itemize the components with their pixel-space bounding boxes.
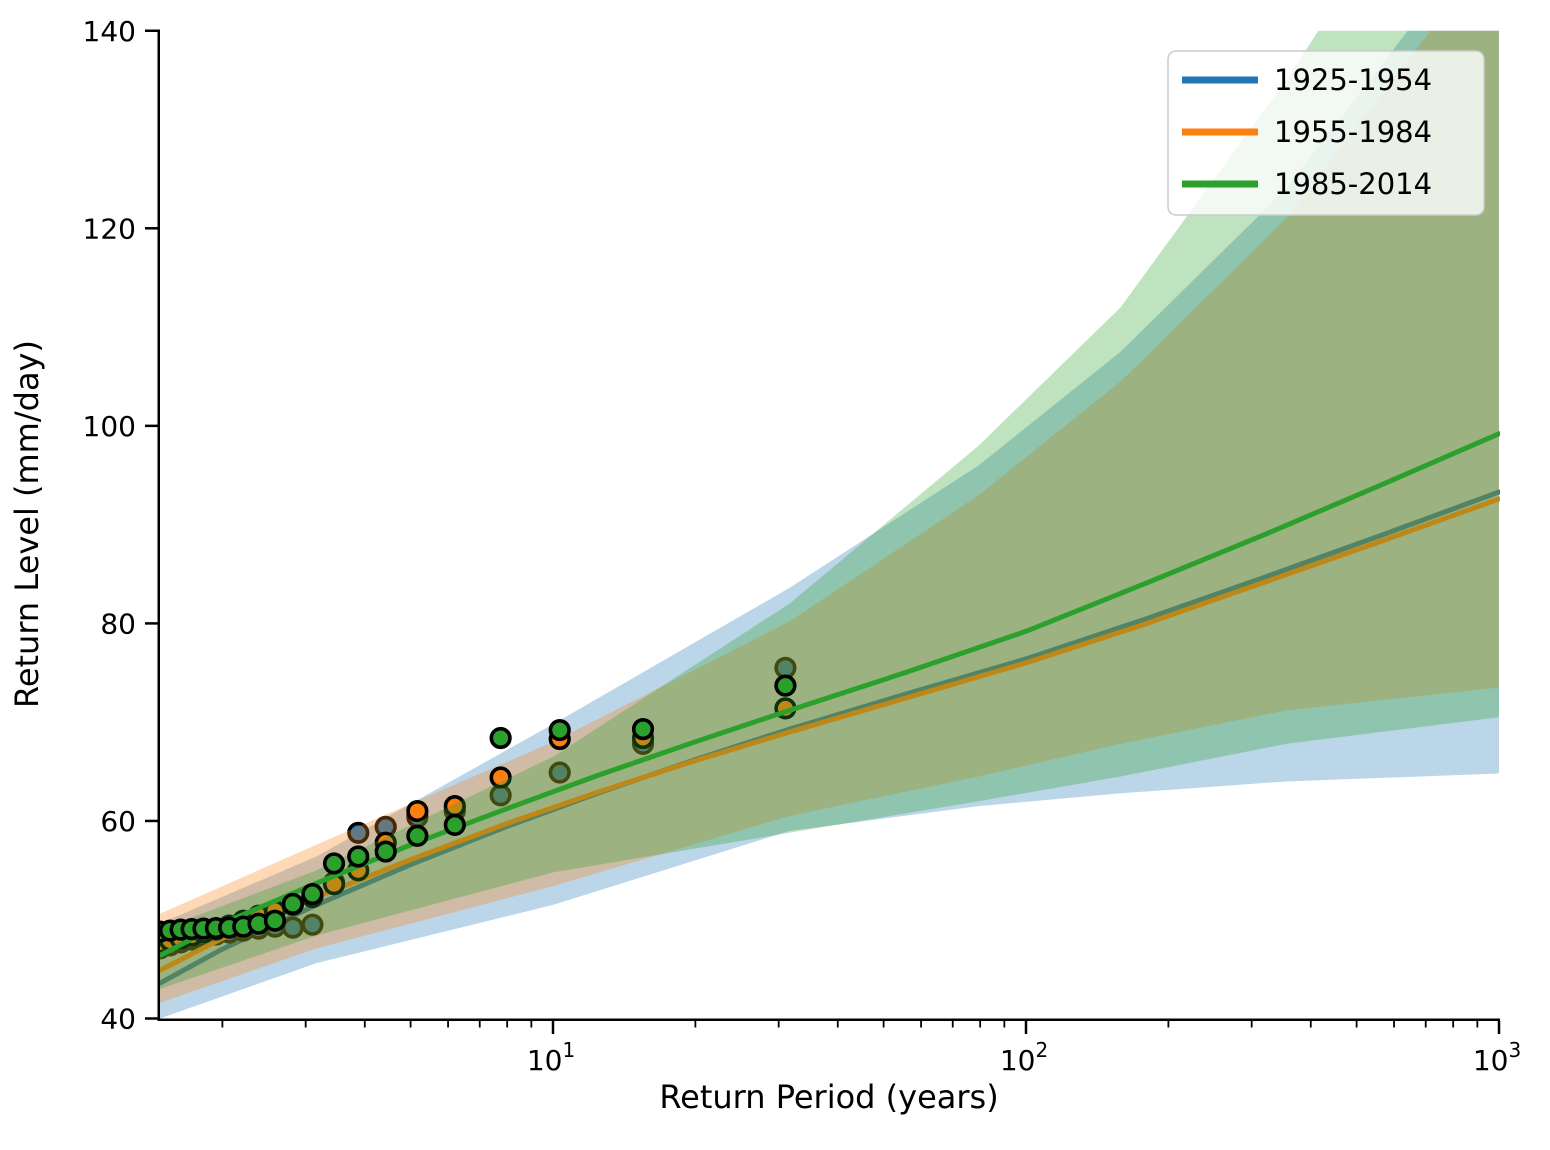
data-point-1925-1954: [132, 945, 151, 964]
data-point-1925-1954: [301, 913, 324, 936]
data-point-1925-1954: [77, 1005, 96, 1024]
data-point-1985-2014: [115, 927, 134, 946]
data-point-1985-2014: [406, 824, 429, 847]
data-point-1985-2014: [263, 909, 287, 932]
data-point-1985-2014: [77, 946, 96, 965]
fit-line-1985-2014: [159, 431, 1500, 958]
data-point-1955-1984: [115, 944, 134, 963]
y-tick-label: 80: [100, 607, 136, 640]
data-point-1985-2014: [159, 925, 162, 940]
data-point-1955-1984: [123, 941, 142, 960]
data-point-1925-1954: [347, 821, 370, 844]
legend-item-1955-1984: 1955-1984: [1182, 115, 1432, 149]
data-point-1925-1954: [84, 984, 103, 1003]
legend-label: 1925-1954: [1274, 63, 1432, 97]
data-point-1925-1954: [99, 965, 118, 984]
data-point-1955-1984: [84, 963, 103, 982]
data-point-1985-2014: [631, 717, 655, 741]
x-tick-label: 102: [1000, 1038, 1048, 1077]
data-point-1955-1984: [132, 938, 151, 957]
data-point-1955-1984: [77, 976, 96, 995]
series-1985-2014: [77, 30, 1500, 989]
y-axis: 40 60 80 100 120 140: [83, 15, 158, 1036]
legend: 1925-1954 1955-1984 1985-2014: [1167, 50, 1485, 216]
x-axis-label: Return Period (years): [659, 1078, 998, 1116]
data-point-1985-2014: [322, 852, 346, 875]
data-point-1955-1984: [92, 957, 111, 976]
data-point-1985-2014: [301, 882, 324, 906]
legend-item-1925-1954: 1925-1954: [1182, 63, 1432, 97]
data-point-1985-2014: [123, 925, 142, 944]
data-point-1985-2014: [84, 936, 103, 955]
data-point-1985-2014: [99, 930, 118, 949]
y-tick-label: 140: [83, 15, 136, 48]
x-axis: 101 102 103: [221, 1021, 1521, 1077]
data-point-1955-1984: [489, 766, 512, 789]
data-point-1985-2014: [443, 813, 466, 837]
legend-label: 1985-2014: [1274, 167, 1432, 201]
data-point-1925-1954: [159, 944, 162, 959]
data-point-1985-2014: [281, 892, 304, 916]
y-tick-label: 120: [83, 212, 136, 245]
x-tick-label: 101: [527, 1038, 575, 1077]
data-point-1925-1954: [92, 976, 111, 995]
data-point-1955-1984: [159, 937, 162, 952]
x-tick-label: 103: [1473, 1038, 1521, 1077]
data-point-1985-2014: [132, 924, 151, 943]
data-point-1985-2014: [548, 718, 571, 742]
data-point-1985-2014: [489, 726, 512, 750]
data-point-1955-1984: [99, 952, 118, 971]
data-point-1925-1954: [548, 761, 571, 784]
y-tick-label: 40: [100, 1003, 136, 1036]
data-point-1985-2014: [107, 928, 126, 947]
legend-box: [1167, 50, 1485, 216]
y-tick-label: 100: [83, 410, 136, 443]
y-tick-label: 60: [100, 805, 136, 838]
data-point-1985-2014: [92, 932, 111, 951]
legend-label: 1955-1984: [1274, 115, 1432, 149]
data-point-1985-2014: [347, 845, 370, 868]
scatter-1985-2014: [77, 674, 797, 965]
y-axis-label: Return Level (mm/day): [8, 340, 46, 708]
data-point-1925-1954: [115, 952, 134, 971]
data-point-1985-2014: [374, 840, 397, 863]
data-point-1925-1954: [107, 957, 126, 976]
confidence-band-1985-2014: [159, 30, 1499, 989]
legend-item-1985-2014: 1985-2014: [1182, 167, 1432, 201]
data-point-1925-1954: [123, 948, 142, 967]
data-point-1985-2014: [774, 674, 797, 697]
data-point-1955-1984: [107, 948, 126, 967]
data-point-1955-1984: [406, 799, 429, 823]
axes-spines: [157, 29, 1500, 1021]
